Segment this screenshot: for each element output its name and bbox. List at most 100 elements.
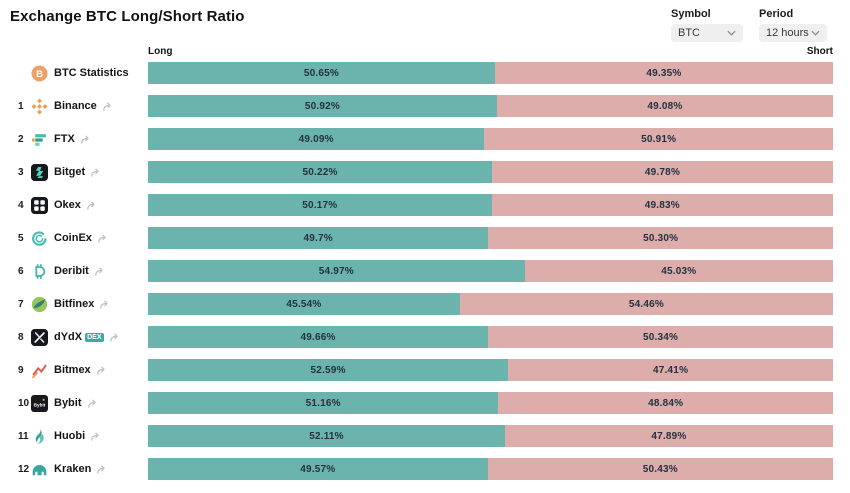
- short-column-header: Short: [806, 46, 833, 57]
- exchange-label-cell: 8 dYdX DEX: [0, 328, 148, 346]
- exchange-name: Okex: [54, 199, 81, 211]
- exchange-row: 6 Deribit 54.97% 45.03%: [0, 260, 833, 282]
- external-link-icon[interactable]: [90, 431, 101, 442]
- short-bar-segment: 50.34%: [488, 326, 833, 348]
- long-bar-segment: 50.17%: [148, 194, 492, 216]
- short-bar-segment: 50.30%: [488, 227, 833, 249]
- ftx-icon: [31, 131, 48, 148]
- rank-label: 6: [18, 265, 24, 277]
- period-control: Period 12 hours: [759, 8, 827, 42]
- exchange-name: Bybit: [54, 397, 82, 409]
- long-value-label: 49.66%: [300, 331, 336, 343]
- long-value-label: 45.54%: [286, 298, 322, 310]
- exchange-label-cell: 5 CoinEx: [0, 230, 148, 247]
- short-bar-segment: 49.83%: [491, 194, 833, 216]
- long-bar-segment: 50.22%: [148, 161, 492, 183]
- huobi-icon: [31, 428, 48, 445]
- kraken-icon: [31, 461, 48, 478]
- ratio-bar: 50.17% 49.83%: [148, 194, 833, 216]
- short-value-label: 50.43%: [642, 463, 678, 475]
- exchange-name: dYdX: [54, 331, 83, 343]
- exchange-label-cell: 4 Okex: [0, 196, 148, 214]
- exchange-row: 10 Bybit Bybit 51.16% 48.84%: [0, 392, 833, 414]
- long-value-label: 49.7%: [303, 232, 333, 244]
- long-bar-segment: 49.7%: [148, 227, 489, 249]
- exchange-row: 12 Kraken 49.57% 50.43%: [0, 458, 833, 480]
- column-headers: Long Short: [148, 46, 833, 58]
- long-bar-segment: 49.09%: [148, 128, 485, 150]
- svg-text:Bybit: Bybit: [34, 402, 46, 407]
- rank-label: 5: [18, 232, 24, 244]
- chevron-down-icon: [811, 30, 820, 36]
- long-column-header: Long: [148, 46, 173, 57]
- period-select[interactable]: 12 hours: [759, 24, 827, 42]
- exchange-rows: B BTC Statistics 50.65% 49.35% 1 Binance: [0, 62, 833, 480]
- ratio-bar: 45.54% 54.46%: [148, 293, 833, 315]
- short-bar-segment: 49.78%: [492, 161, 833, 183]
- deribit-icon: [31, 263, 48, 280]
- short-value-label: 49.35%: [646, 67, 682, 79]
- short-bar-segment: 48.84%: [498, 392, 833, 414]
- ratio-bar: 49.7% 50.30%: [148, 227, 833, 249]
- long-bar-segment: 52.11%: [148, 425, 505, 447]
- long-value-label: 52.59%: [310, 364, 346, 376]
- symbol-select[interactable]: BTC: [671, 24, 743, 42]
- long-bar-segment: 49.57%: [148, 458, 488, 480]
- external-link-icon[interactable]: [96, 464, 107, 475]
- external-link-icon[interactable]: [86, 200, 97, 211]
- external-link-icon[interactable]: [90, 167, 101, 178]
- exchange-row: 7 Bitfinex 45.54% 54.46%: [0, 293, 833, 315]
- exchange-name: BTC Statistics: [54, 67, 129, 79]
- exchange-name: Binance: [54, 100, 97, 112]
- short-bar-segment: 50.43%: [487, 458, 833, 480]
- external-link-icon[interactable]: [96, 365, 107, 376]
- ratio-bar: 50.92% 49.08%: [148, 95, 833, 117]
- external-link-icon[interactable]: [109, 332, 120, 343]
- exchange-row: 1 Binance 50.92% 49.08%: [0, 95, 833, 117]
- exchange-name: Kraken: [54, 463, 92, 475]
- exchange-row: 11 Huobi 52.11% 47.89%: [0, 425, 833, 447]
- exchange-row: B BTC Statistics 50.65% 49.35%: [0, 62, 833, 84]
- exchange-name: Deribit: [54, 265, 89, 277]
- symbol-label: Symbol: [671, 8, 711, 20]
- short-value-label: 47.89%: [651, 430, 687, 442]
- ratio-bar: 50.22% 49.78%: [148, 161, 833, 183]
- coinex-icon: [31, 230, 48, 247]
- short-value-label: 45.03%: [661, 265, 697, 277]
- external-link-icon[interactable]: [102, 101, 113, 112]
- exchange-label-cell: 11 Huobi: [0, 428, 148, 445]
- rank-label: 8: [18, 331, 24, 343]
- rank-label: 4: [18, 199, 24, 211]
- long-value-label: 50.17%: [302, 199, 338, 211]
- short-bar-segment: 45.03%: [524, 260, 833, 282]
- short-bar-segment: 49.08%: [496, 95, 833, 117]
- external-link-icon[interactable]: [80, 134, 91, 145]
- exchange-row: 9 Bitmex 52.59% 47.41%: [0, 359, 833, 381]
- short-bar-segment: 47.89%: [504, 425, 833, 447]
- exchange-name: Bitmex: [54, 364, 91, 376]
- exchange-row: 3 Bitget 50.22% 49.78%: [0, 161, 833, 183]
- short-value-label: 50.34%: [643, 331, 679, 343]
- external-link-icon[interactable]: [87, 398, 98, 409]
- rank-label: 10: [18, 397, 30, 409]
- short-value-label: 49.08%: [647, 100, 683, 112]
- ratio-bar: 49.66% 50.34%: [148, 326, 833, 348]
- external-link-icon[interactable]: [99, 299, 110, 310]
- long-bar-segment: 50.92%: [148, 95, 497, 117]
- short-value-label: 47.41%: [653, 364, 689, 376]
- rank-label: 11: [18, 430, 29, 442]
- long-value-label: 51.16%: [305, 397, 341, 409]
- long-bar-segment: 54.97%: [148, 260, 525, 282]
- exchange-label-cell: 1 Binance: [0, 98, 148, 115]
- period-value: 12 hours: [766, 27, 809, 39]
- exchange-label-cell: 10 Bybit Bybit: [0, 394, 148, 412]
- ratio-bar: 49.57% 50.43%: [148, 458, 833, 480]
- exchange-label-cell: 6 Deribit: [0, 263, 148, 280]
- external-link-icon[interactable]: [94, 266, 105, 277]
- page-title: Exchange BTC Long/Short Ratio: [10, 8, 245, 25]
- rank-label: 12: [18, 463, 30, 475]
- external-link-icon[interactable]: [97, 233, 108, 244]
- exchange-name: Huobi: [54, 430, 86, 442]
- long-value-label: 49.57%: [300, 463, 336, 475]
- long-value-label: 52.11%: [309, 430, 344, 442]
